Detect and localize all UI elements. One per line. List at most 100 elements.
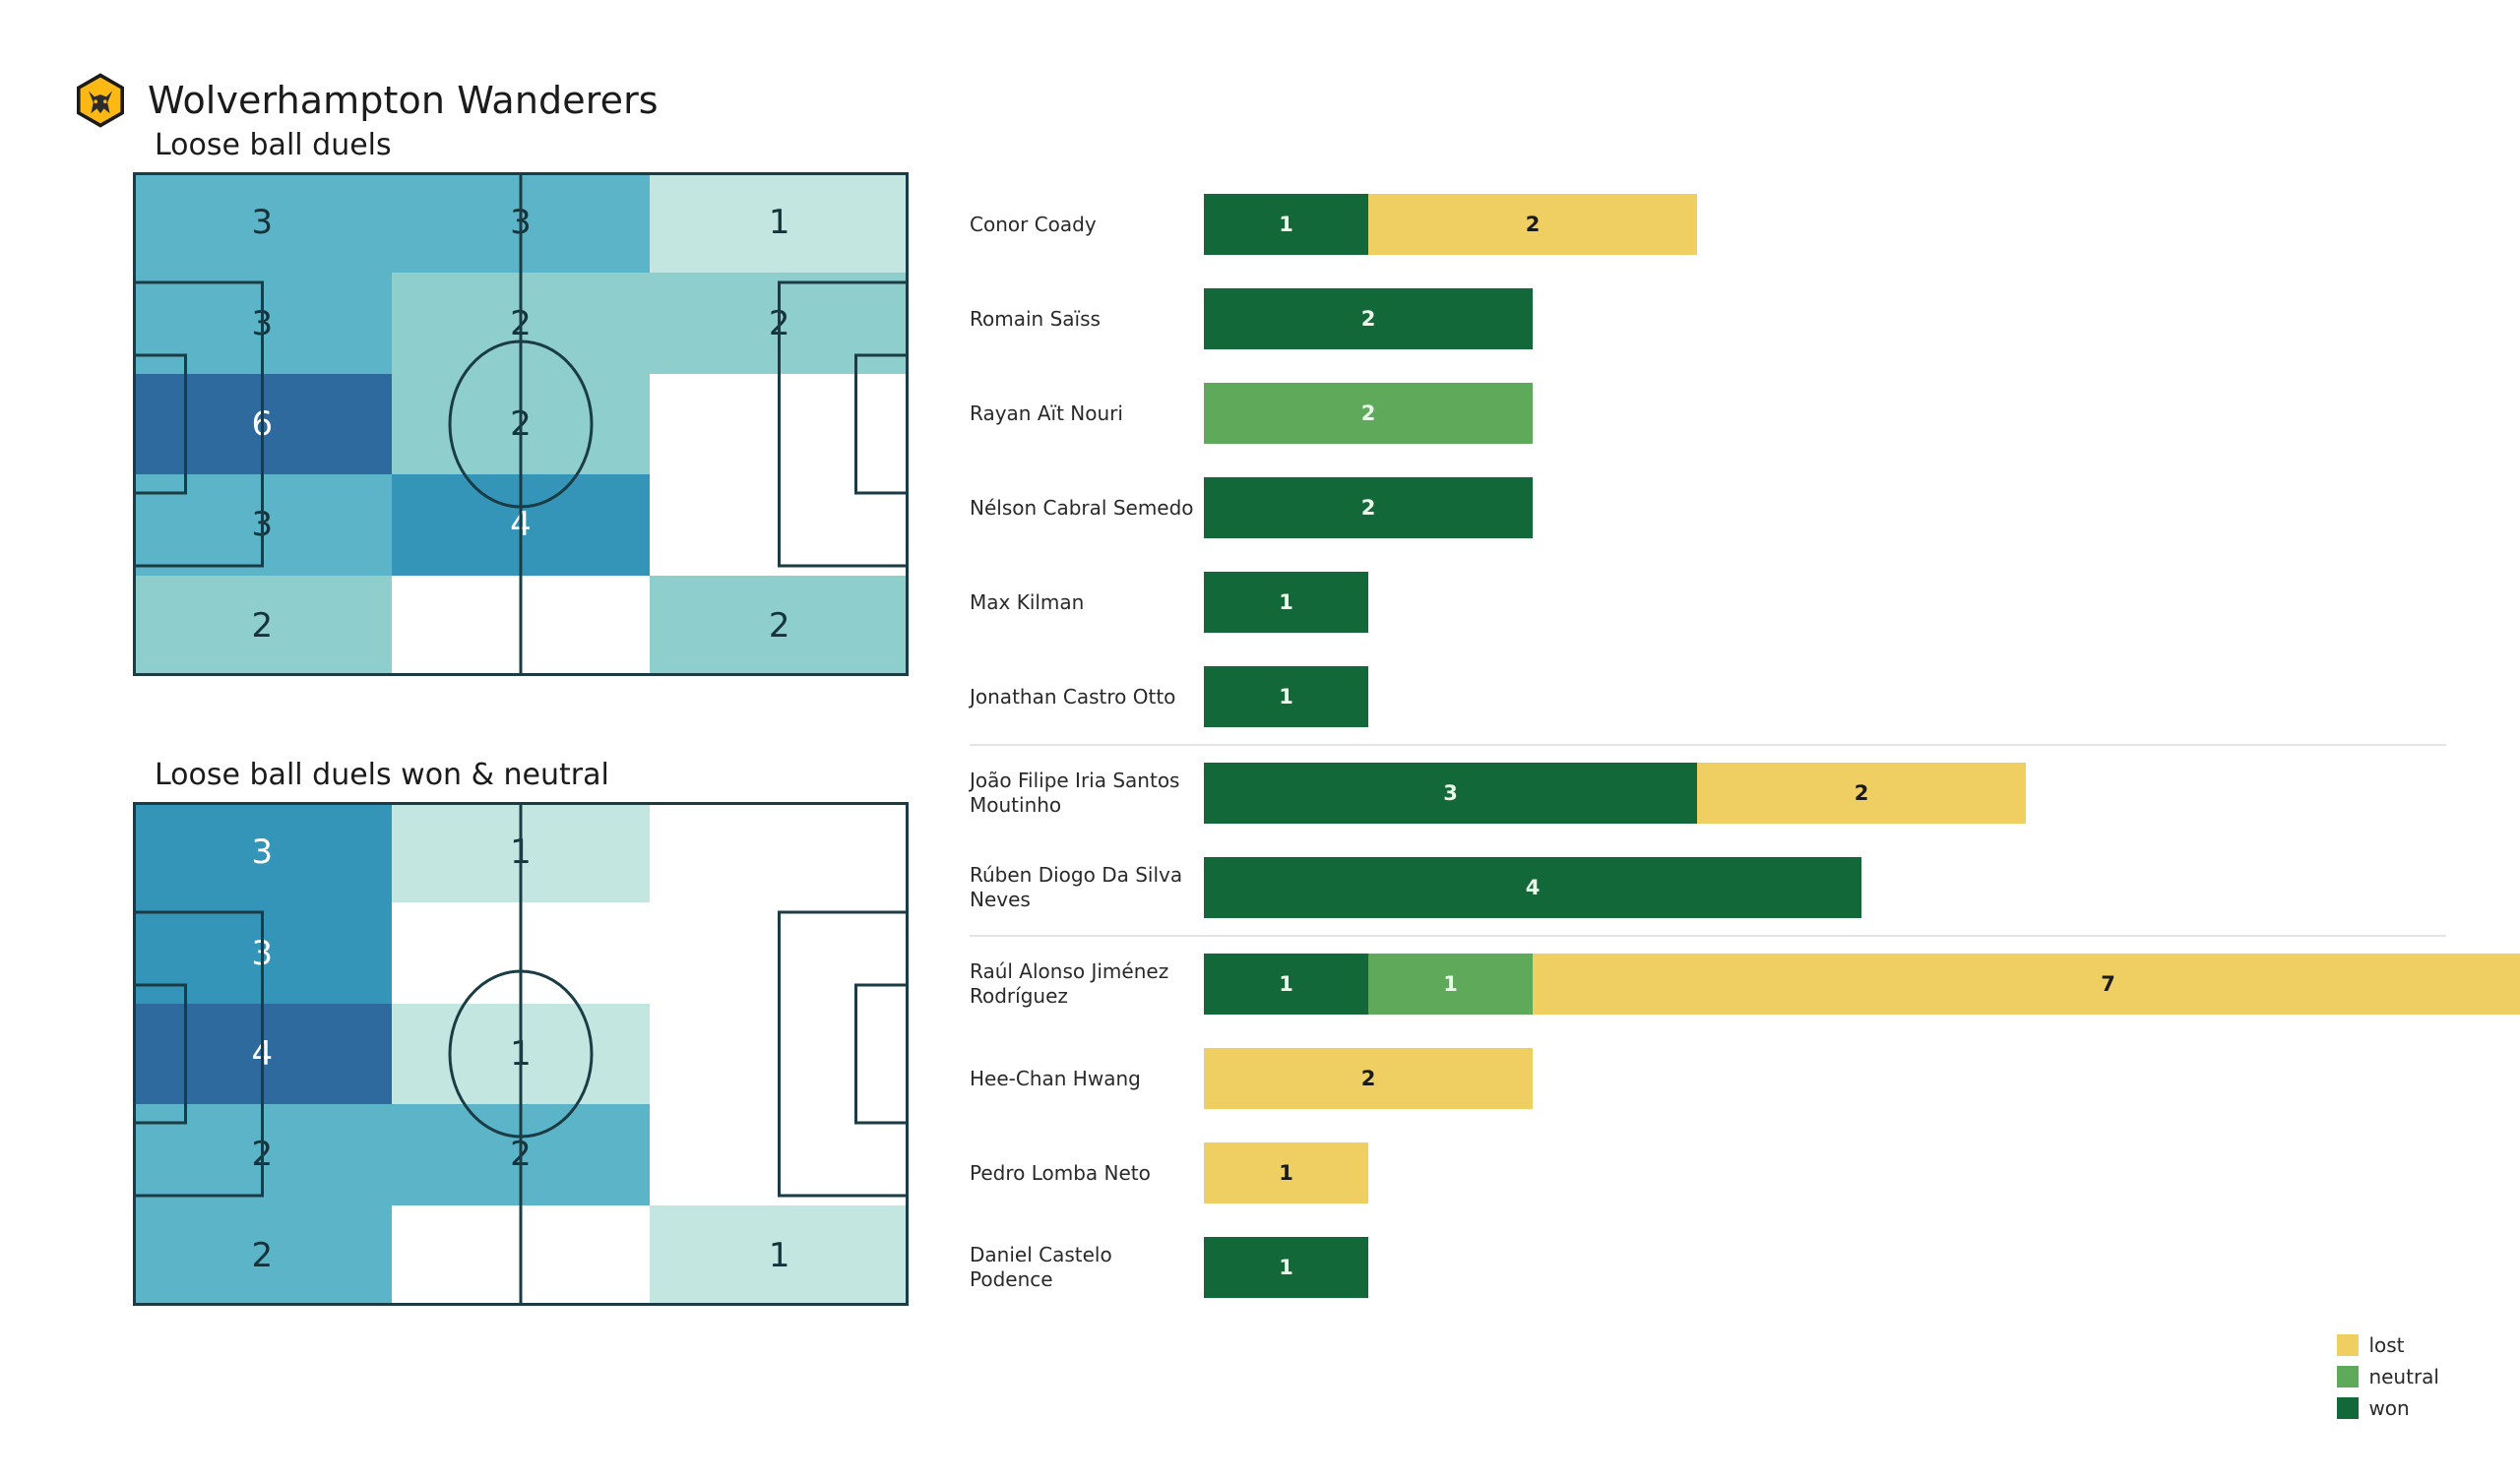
pitch-cell [391, 575, 651, 676]
pitch-cell [650, 373, 909, 475]
legend-swatch-icon [2337, 1397, 2360, 1419]
bar-segment-won[interactable]: 1 [1204, 572, 1368, 633]
bar-row: João Filipe Iria Santos Moutinho 3 2 [970, 744, 2446, 840]
pitch-cell: 4 [133, 1003, 392, 1105]
bar-track: 2 [1204, 383, 2446, 444]
bar-segment-neutral[interactable]: 2 [1204, 383, 1533, 444]
pitch-cell [650, 1003, 909, 1105]
pitch-cell [650, 474, 909, 576]
pitch-cell: 2 [133, 1204, 392, 1306]
pitch-cell: 6 [133, 373, 392, 475]
bar-segment-won[interactable]: 1 [1204, 194, 1368, 255]
pitch-cell [391, 902, 651, 1004]
bar-segment-neutral[interactable]: 1 [1368, 954, 1533, 1015]
chart-legend: lost neutral won [2337, 1334, 2439, 1419]
bar-segment-lost[interactable]: 2 [1368, 194, 1697, 255]
page-title: Wolverhampton Wanderers [148, 79, 659, 122]
bar-track: 2 [1204, 1048, 2446, 1109]
bar-row: Rayan Aït Nouri 2 [970, 366, 2446, 461]
bar-row: Rúben Diogo Da Silva Neves 4 [970, 840, 2446, 935]
bar-segment-lost[interactable]: 7 [1533, 954, 2520, 1015]
pitch-cell: 2 [391, 1104, 651, 1205]
bar-segment-won[interactable]: 1 [1204, 666, 1368, 727]
duels-bar-chart: Conor Coady 1 2 Romain Saïss 2 Rayan Aït Nour… [970, 177, 2520, 1315]
bar-row: Daniel Castelo Podence 1 [970, 1220, 2446, 1315]
bar-row: Conor Coady 1 2 [970, 177, 2446, 272]
bar-row: Jonathan Castro Otto 1 [970, 649, 2446, 744]
legend-label: lost [2368, 1333, 2405, 1357]
pitch-cell: 2 [650, 273, 909, 374]
pitch-cell: 1 [391, 1003, 651, 1105]
legend-swatch-icon [2337, 1366, 2360, 1388]
bar-segment-won[interactable]: 1 [1204, 1237, 1368, 1298]
player-name-label: João Filipe Iria Santos Moutinho [970, 769, 1180, 817]
pitch-cell: 1 [650, 1204, 909, 1306]
bar-segment-won[interactable]: 3 [1204, 763, 1697, 824]
pitch-cell: 2 [650, 575, 909, 676]
bar-track: 2 [1204, 288, 2446, 349]
legend-item[interactable]: neutral [2337, 1366, 2439, 1388]
player-name-label: Hee-Chan Hwang [970, 1066, 1141, 1090]
bar-row: Nélson Cabral Semedo 2 [970, 461, 2446, 555]
player-name-label: Romain Saïss [970, 306, 1101, 331]
bar-segment-lost[interactable]: 2 [1204, 1048, 1533, 1109]
pitch-cell: 3 [133, 802, 392, 903]
pitch-cell: 3 [133, 172, 392, 274]
legend-swatch-icon [2337, 1334, 2360, 1356]
bar-segment-won[interactable]: 2 [1204, 288, 1533, 349]
bar-row: Hee-Chan Hwang 2 [970, 1031, 2446, 1126]
pitch-cell [650, 1104, 909, 1205]
legend-item[interactable]: lost [2337, 1334, 2439, 1356]
bar-segment-lost[interactable]: 2 [1697, 763, 2026, 824]
player-name-label: Pedro Lomba Neto [970, 1160, 1151, 1185]
bar-row: Max Kilman 1 [970, 555, 2446, 649]
pitch-cell: 2 [133, 1104, 392, 1205]
bar-segment-won[interactable]: 1 [1204, 954, 1368, 1015]
pitch-cell: 1 [391, 802, 651, 903]
bar-segment-won[interactable]: 2 [1204, 477, 1533, 538]
bar-track: 4 [1204, 857, 2446, 918]
pitch-cell: 2 [133, 575, 392, 676]
bar-row: Pedro Lomba Neto 1 [970, 1126, 2446, 1220]
pitch-cell: 2 [391, 373, 651, 475]
legend-label: neutral [2368, 1365, 2439, 1388]
legend-label: won [2368, 1396, 2410, 1420]
player-name-label: Raúl Alonso Jiménez Rodríguez [970, 959, 1169, 1008]
pitch-cell [650, 802, 909, 903]
bar-track: 1 [1204, 1237, 2446, 1298]
player-name-label: Max Kilman [970, 589, 1085, 614]
legend-item[interactable]: won [2337, 1397, 2439, 1419]
bar-segment-won[interactable]: 4 [1204, 857, 1861, 918]
player-name-label: Rúben Diogo Da Silva Neves [970, 863, 1183, 911]
pitch-cell: 3 [133, 902, 392, 1004]
pitch-cell: 3 [391, 172, 651, 274]
bar-track: 1 [1204, 1142, 2446, 1203]
pitch-cell [391, 1204, 651, 1306]
bar-track: 1 [1204, 572, 2446, 633]
player-name-label: Jonathan Castro Otto [970, 684, 1176, 709]
pitch-cell: 3 [133, 474, 392, 576]
bar-segment-lost[interactable]: 1 [1204, 1142, 1368, 1203]
pitch-title: Loose ball duels won & neutral [155, 758, 609, 792]
pitch-cell: 4 [391, 474, 651, 576]
page-header: Wolverhampton Wanderers [71, 71, 659, 130]
player-name-label: Rayan Aït Nouri [970, 401, 1123, 425]
bar-track: 2 [1204, 477, 2446, 538]
pitch-cell: 1 [650, 172, 909, 274]
pitch-cell [650, 902, 909, 1004]
bar-row: Raúl Alonso Jiménez Rodríguez 1 1 7 [970, 935, 2520, 1031]
player-name-label: Daniel Castelo Podence [970, 1243, 1112, 1291]
wolves-crest-icon [77, 73, 124, 128]
pitch-title: Loose ball duels [155, 128, 392, 162]
pitch-cell: 2 [391, 273, 651, 374]
player-name-label: Nélson Cabral Semedo [970, 495, 1194, 520]
